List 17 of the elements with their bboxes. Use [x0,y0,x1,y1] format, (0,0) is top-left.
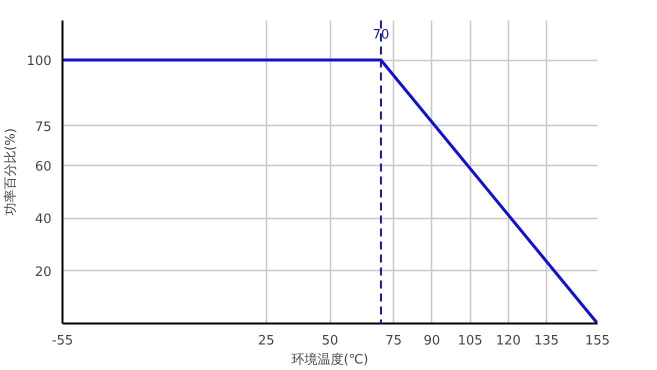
x-tick-label: 120 [496,334,521,348]
y-tick-label: 75 [34,120,52,135]
y-tick-label: 20 [34,264,52,280]
x-tick-label: 155 [585,334,610,348]
x-axis-title: 环境温度(℃) [292,352,368,368]
y-tick-label: 40 [34,212,52,228]
x-tick-label: 135 [534,334,559,348]
y-tick-label: 60 [34,159,52,174]
x-tick-label: -55 [52,334,74,348]
y-axis-title: 功率百分比(%) [2,128,19,216]
x-tick-label: 105 [458,334,483,348]
x-tick-label: 75 [385,334,402,348]
x-tick-label: 50 [322,334,338,348]
ref-line-label: 70 [372,28,390,42]
x-tick-label: 90 [424,334,440,348]
y-tick-label: 100 [26,54,52,70]
x-tick-label: 25 [258,334,275,348]
